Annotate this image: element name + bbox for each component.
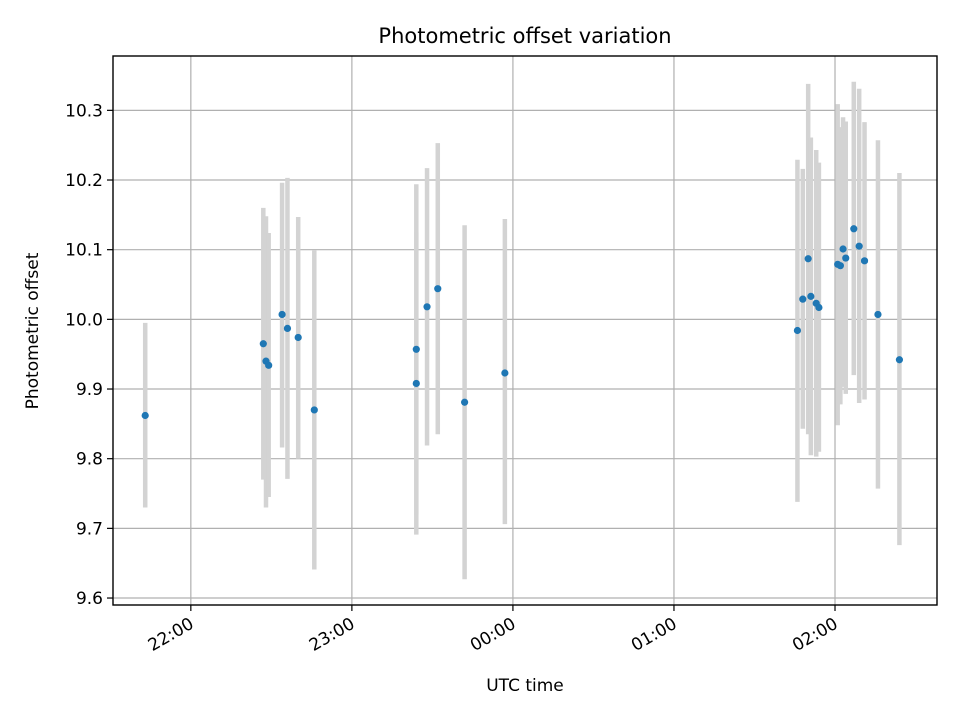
data-point xyxy=(294,333,302,342)
chart-title: Photometric offset variation xyxy=(378,24,671,48)
data-point xyxy=(860,257,869,265)
errorbars xyxy=(142,81,902,580)
data-point xyxy=(804,255,812,263)
data-point xyxy=(815,303,823,312)
data-point xyxy=(310,406,318,414)
data-point xyxy=(895,356,904,364)
data-point xyxy=(874,310,882,319)
data-point xyxy=(799,295,807,303)
x-tick-label: 00:00 xyxy=(467,614,519,656)
data-point xyxy=(259,340,267,348)
data-point xyxy=(412,379,420,388)
y-tick-label: 10.1 xyxy=(65,241,103,261)
grid xyxy=(113,56,937,605)
data-points xyxy=(141,225,904,420)
data-point xyxy=(412,345,420,353)
data-point xyxy=(461,398,469,406)
x-axis-label: UTC time xyxy=(486,676,564,696)
data-point xyxy=(141,411,149,420)
data-point xyxy=(793,326,802,335)
x-tick-label: 22:00 xyxy=(145,614,197,656)
data-point xyxy=(501,369,509,377)
y-tick-label: 10.0 xyxy=(65,310,103,330)
x-tick-label: 02:00 xyxy=(789,614,841,656)
x-tick-label: 23:00 xyxy=(306,614,358,656)
y-tick-label: 9.8 xyxy=(76,450,103,470)
y-axis-label: Photometric offset xyxy=(23,252,43,409)
plot-frame xyxy=(112,55,938,606)
data-point xyxy=(265,361,273,369)
y-tick-label: 9.6 xyxy=(76,589,103,609)
data-point xyxy=(839,245,847,253)
y-tick-label: 9.7 xyxy=(76,519,103,539)
data-point xyxy=(283,324,292,333)
data-point xyxy=(278,310,286,319)
data-point xyxy=(434,285,442,293)
data-point xyxy=(836,262,844,270)
data-point xyxy=(807,292,815,300)
y-axis-ticks: 9.6 9.7 9.8 9.9 10.0 10.1 10.2 10.3 xyxy=(65,101,113,609)
y-tick-label: 9.9 xyxy=(76,380,103,400)
x-tick-label: 01:00 xyxy=(628,614,680,656)
data-point xyxy=(855,242,863,250)
x-axis-ticks: 22:00 23:00 00:00 01:00 02:00 xyxy=(145,605,842,656)
data-point xyxy=(423,303,431,311)
y-tick-label: 10.3 xyxy=(65,101,103,121)
y-tick-label: 10.2 xyxy=(65,171,103,191)
data-point xyxy=(842,254,850,262)
data-point xyxy=(850,225,858,233)
